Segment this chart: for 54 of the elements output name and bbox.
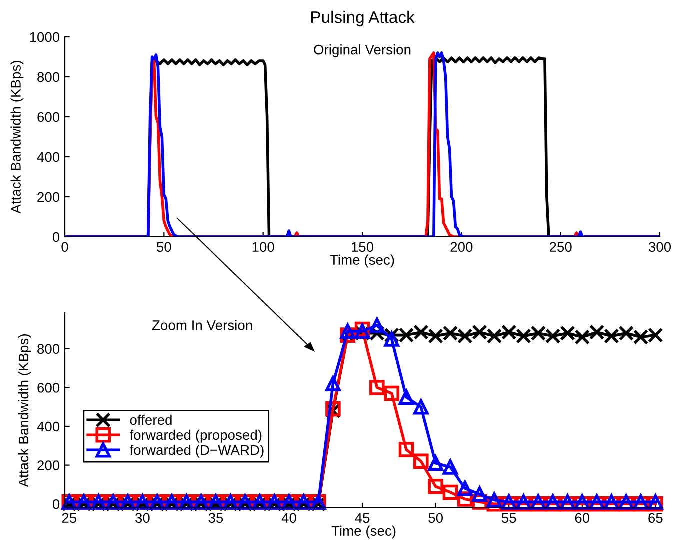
x-tick-label: 25 [62, 513, 77, 524]
point [384, 332, 400, 347]
point [442, 484, 458, 500]
x-tick-label: 45 [355, 513, 370, 524]
point [472, 486, 488, 502]
chart-title: Pulsing Attack [312, 11, 415, 27]
point [414, 454, 429, 470]
x-tick-label: 50 [157, 242, 172, 252]
x-tick-label: 55 [502, 513, 516, 524]
y-tick-label: 1000 [30, 32, 60, 42]
point [442, 460, 458, 475]
y-axis-title: Attack Bandwidth (KBps) [18, 334, 32, 488]
y-tick-label: 200 [38, 192, 60, 202]
point [326, 376, 341, 392]
x-tick-label: 250 [550, 242, 572, 252]
x-tick-label: 35 [208, 513, 224, 524]
point [340, 324, 356, 340]
y-tick-label: 800 [38, 72, 60, 82]
x-tick-label: 40 [282, 513, 296, 524]
point [428, 456, 444, 472]
x-tick-label: 60 [575, 513, 590, 524]
annotation: Zoom In Version [152, 320, 252, 330]
x-axis-title: Time (sec) [332, 526, 396, 539]
point [398, 442, 414, 458]
point [398, 390, 414, 406]
point [414, 399, 429, 415]
point [370, 380, 385, 396]
point [428, 479, 444, 494]
y-tick-label: 400 [37, 152, 60, 162]
x-tick-label: 200 [450, 242, 473, 252]
x-tick-label: 65 [648, 513, 663, 524]
x-tick-label: 30 [135, 513, 150, 524]
x-tick-label: 50 [428, 513, 443, 524]
legend-label: forwarded (proposed) [130, 430, 262, 443]
x-tick-label: 0 [62, 242, 68, 252]
point [486, 492, 502, 508]
y-tick-label: 600 [38, 112, 60, 122]
y-tick-label: 800 [38, 344, 60, 354]
x-axis-title: Time (sec) [330, 254, 394, 268]
y-tick-label: 0 [52, 499, 60, 510]
legend-label: offered [130, 414, 172, 426]
point [370, 318, 385, 334]
y-tick-label: 0 [52, 232, 60, 242]
y-tick-label: 600 [38, 383, 60, 393]
y-axis-title: Attack Bandwidth (KBps) [10, 61, 24, 214]
point [457, 480, 473, 496]
legend-label: forwarded (D−WARD) [130, 444, 264, 458]
y-tick-label: 400 [37, 422, 60, 432]
x-tick-label: 300 [648, 242, 672, 252]
point [384, 386, 400, 402]
y-tick-label: 200 [38, 460, 60, 470]
annotation: Original Version [314, 44, 411, 58]
x-tick-label: 100 [252, 242, 274, 252]
x-tick-label: 150 [352, 242, 374, 252]
